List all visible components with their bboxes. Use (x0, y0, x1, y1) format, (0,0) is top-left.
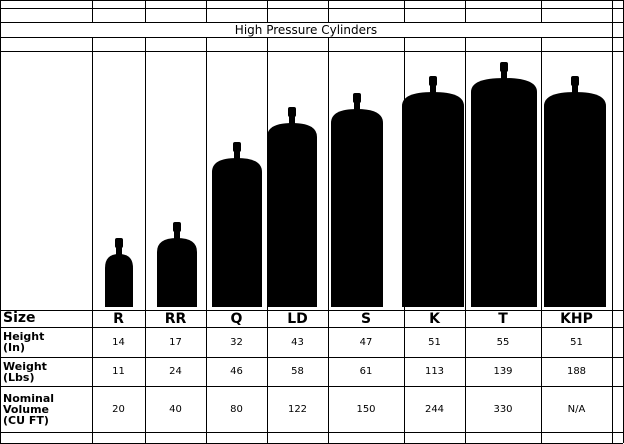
cylinder-body (105, 254, 133, 307)
row-label-text: Weight (Lbs) (3, 361, 61, 383)
row-label: Height (In) (0, 327, 92, 357)
cylinder-valve (571, 76, 579, 86)
cell-value: 58 (267, 357, 328, 386)
cell-value: 47 (328, 327, 404, 357)
cell-value: 24 (145, 357, 206, 386)
cell-value: 139 (465, 357, 541, 386)
cylinder-valve (115, 238, 123, 248)
size-header: S (328, 310, 404, 327)
cylinder-valve (500, 62, 508, 72)
cell-value: 61 (328, 357, 404, 386)
cylinder-body (212, 158, 262, 307)
cylinder-valve (429, 76, 437, 86)
size-header: LD (267, 310, 328, 327)
cylinder-valve (353, 93, 361, 103)
cell-value: 330 (465, 386, 541, 432)
cell-value: 11 (92, 357, 145, 386)
cell-value: 40 (145, 386, 206, 432)
cell-value: 150 (328, 386, 404, 432)
cell-value: 14 (92, 327, 145, 357)
cylinder-valve (173, 222, 181, 232)
page: High Pressure Cylinders SizeRRRQLDSKTKHP… (0, 0, 624, 444)
cylinder-valve (288, 107, 296, 117)
size-header: Size (0, 310, 92, 327)
size-header: Q (206, 310, 267, 327)
cylinder-body (331, 109, 383, 307)
size-header: RR (145, 310, 206, 327)
row-label-text: Size (3, 313, 61, 324)
cell-value: 17 (145, 327, 206, 357)
row-label-text: Height (In) (3, 331, 61, 353)
cell-value: 244 (404, 386, 465, 432)
cell-value: 51 (541, 327, 612, 357)
table-title: High Pressure Cylinders (0, 22, 612, 37)
cylinder-body (544, 92, 606, 307)
cell-value: 32 (206, 327, 267, 357)
cell-value: 80 (206, 386, 267, 432)
cell-value: 55 (465, 327, 541, 357)
size-header: T (465, 310, 541, 327)
size-header: K (404, 310, 465, 327)
cell-value: 20 (92, 386, 145, 432)
cell-value: 188 (541, 357, 612, 386)
size-header: R (92, 310, 145, 327)
cell-value: N/A (541, 386, 612, 432)
cell-value: 51 (404, 327, 465, 357)
cylinder-body (157, 238, 197, 307)
row-label: Nominal Volume (CU FT) (0, 386, 92, 432)
cell-value: 46 (206, 357, 267, 386)
cell-value: 113 (404, 357, 465, 386)
size-header: KHP (541, 310, 612, 327)
cylinder-body (267, 123, 317, 307)
cylinder-body (402, 92, 464, 307)
cell-value: 43 (267, 327, 328, 357)
row-label: Weight (Lbs) (0, 357, 92, 386)
cell-value: 122 (267, 386, 328, 432)
cylinder-body (471, 78, 537, 307)
cylinder-valve (233, 142, 241, 152)
row-label-text: Nominal Volume (CU FT) (3, 393, 61, 426)
